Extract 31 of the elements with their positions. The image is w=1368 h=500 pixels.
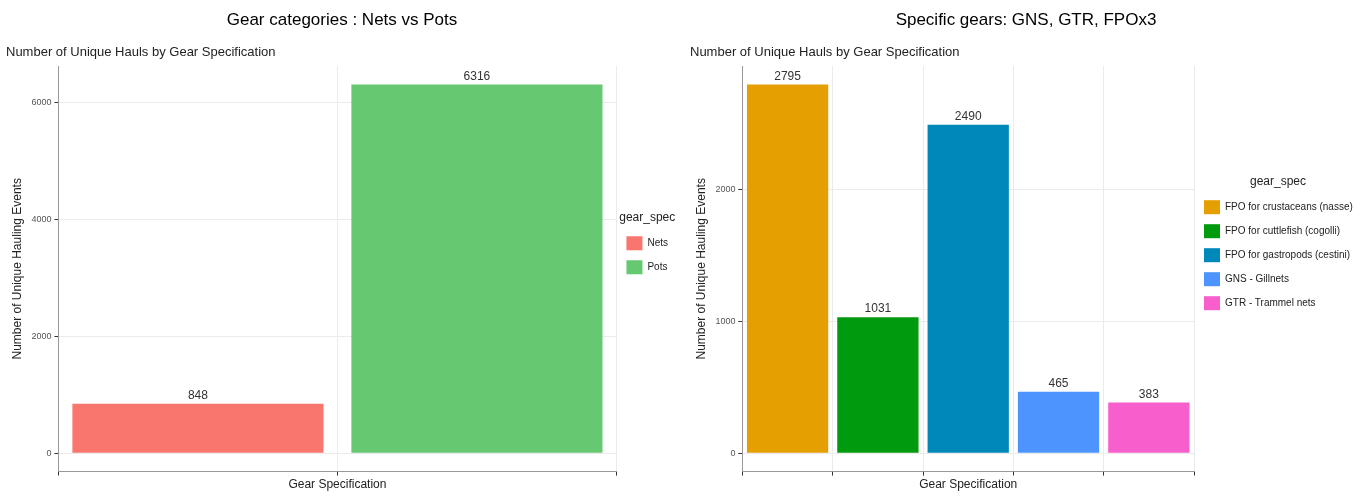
data-label: 465	[1048, 376, 1069, 391]
x-axis-title: Gear Specification	[919, 477, 1018, 492]
data-label: 2490	[954, 109, 982, 124]
legend-title: gear_spec	[619, 210, 676, 225]
chart-subtitle: Number of Unique Hauls by Gear Specification	[6, 43, 276, 59]
legend-label: GTR - Trammel nets	[1225, 296, 1316, 308]
y-tick-label: 1000	[715, 315, 736, 326]
data-label: 1031	[864, 301, 892, 316]
y-tick-label: 0	[730, 447, 736, 458]
legend-label: FPO for gastropods (cestini)	[1225, 248, 1351, 260]
y-tick-label: 0	[46, 447, 52, 458]
legend-title: gear_spec	[1249, 174, 1307, 189]
legend-label: Nets	[647, 236, 668, 248]
data-label: 6316	[463, 68, 491, 83]
y-tick-label: 4000	[31, 214, 52, 225]
y-tick-label: 2000	[715, 183, 736, 194]
legend-label: GNS - Gillnets	[1225, 272, 1289, 284]
x-axis-title: Gear Specification	[288, 477, 387, 492]
y-tick-label: 6000	[31, 97, 52, 108]
chart-title: Gear categories : Nets vs Pots	[226, 9, 458, 29]
data-label: 848	[187, 387, 209, 402]
y-axis-title: Number of Unique Hauling Events	[9, 178, 24, 360]
legend-label: Pots	[647, 260, 668, 272]
data-label: 383	[1138, 386, 1160, 401]
chart-title: Specific gears: GNS, GTR, FPOx3	[895, 9, 1157, 29]
y-axis-title: Number of Unique Hauling Events	[693, 178, 708, 360]
y-tick-label: 2000	[31, 330, 52, 341]
legend-label: FPO for crustaceans (nasse)	[1225, 200, 1353, 212]
data-label: 2795	[774, 68, 802, 83]
chart-subtitle: Number of Unique Hauls by Gear Specification	[690, 43, 960, 59]
legend-label: FPO for cuttlefish (cogolli)	[1225, 224, 1341, 236]
